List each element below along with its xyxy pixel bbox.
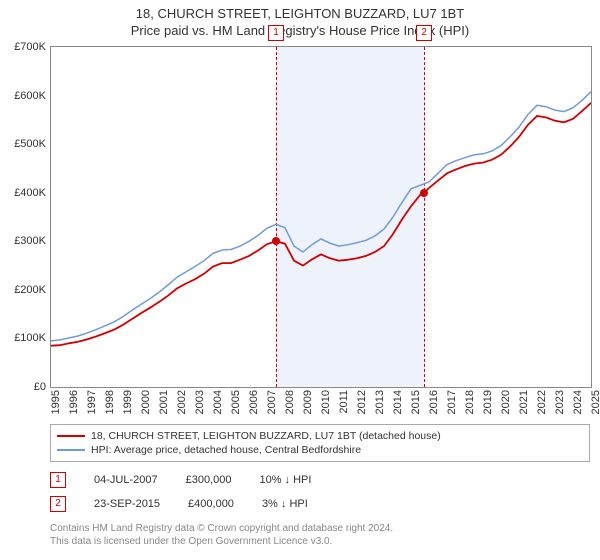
x-axis-label: 2024 <box>572 390 584 414</box>
y-axis-label: £100K <box>14 332 46 344</box>
legend: 18, CHURCH STREET, LEIGHTON BUZZARD, LU7… <box>50 424 590 462</box>
x-axis-label: 2017 <box>446 390 458 414</box>
x-axis-label: 2008 <box>284 390 296 414</box>
x-axis-label: 2025 <box>590 390 600 414</box>
x-axis-label: 2021 <box>518 390 530 414</box>
x-axis-label: 2010 <box>320 390 332 414</box>
legend-label: 18, CHURCH STREET, LEIGHTON BUZZARD, LU7… <box>91 430 441 442</box>
sale-price: £300,000 <box>186 474 232 486</box>
x-axis-label: 2000 <box>140 390 152 414</box>
x-axis-label: 2006 <box>248 390 260 414</box>
sale-marker-dot <box>420 189 428 197</box>
x-axis-label: 2012 <box>356 390 368 414</box>
x-axis-label: 2019 <box>482 390 494 414</box>
x-axis-label: 2023 <box>554 390 566 414</box>
x-axis-label: 1997 <box>86 390 98 414</box>
x-axis-label: 1998 <box>104 390 116 414</box>
legend-row: 18, CHURCH STREET, LEIGHTON BUZZARD, LU7… <box>57 429 583 443</box>
series-line-property_price <box>51 103 591 346</box>
y-axis-label: £400K <box>14 187 46 199</box>
x-axis-label: 2013 <box>374 390 386 414</box>
license-text: Contains HM Land Registry data © Crown c… <box>50 522 590 548</box>
legend-swatch <box>57 435 85 437</box>
sale-row: 1 04-JUL-2007 £300,000 10% ↓ HPI <box>50 468 590 492</box>
page-title: 18, CHURCH STREET, LEIGHTON BUZZARD, LU7… <box>0 6 600 21</box>
sale-marker-icon: 2 <box>416 25 432 41</box>
sale-date: 23-SEP-2015 <box>94 498 160 510</box>
sale-delta: 10% ↓ HPI <box>259 474 311 486</box>
x-axis-label: 2020 <box>500 390 512 414</box>
legend-swatch <box>57 449 85 451</box>
license-line: This data is licensed under the Open Gov… <box>50 536 332 547</box>
price-chart: £0£100K£200K£300K£400K£500K£600K£700K12 <box>50 46 592 388</box>
x-axis-label: 1996 <box>68 390 80 414</box>
sale-date: 04-JUL-2007 <box>94 474 158 486</box>
y-axis-label: £500K <box>14 138 46 150</box>
legend-row: HPI: Average price, detached house, Cent… <box>57 443 583 457</box>
x-axis-label: 1995 <box>50 390 62 414</box>
series-line-hpi <box>51 92 591 341</box>
x-axis-label: 2003 <box>194 390 206 414</box>
sale-marker-icon: 2 <box>50 496 66 512</box>
sale-rows: 1 04-JUL-2007 £300,000 10% ↓ HPI 2 23-SE… <box>50 468 590 516</box>
x-axis-labels: 1995 1996 1997 1998 1999 2000 2001 2002 2003 2004… <box>50 388 590 420</box>
x-axis-label: 2001 <box>158 390 170 414</box>
x-axis-label: 2018 <box>464 390 476 414</box>
y-axis-label: £700K <box>14 41 46 53</box>
sale-marker-icon: 1 <box>268 25 284 41</box>
x-axis-label: 2014 <box>392 390 404 414</box>
x-axis-label: 1999 <box>122 390 134 414</box>
y-axis-label: £300K <box>14 235 46 247</box>
y-axis-label: £0 <box>34 381 46 393</box>
x-axis-label: 2015 <box>410 390 422 414</box>
x-axis-label: 2011 <box>338 390 350 414</box>
x-axis-label: 2016 <box>428 390 440 414</box>
x-axis-label: 2005 <box>230 390 242 414</box>
y-axis-label: £200K <box>14 284 46 296</box>
x-axis-label: 2022 <box>536 390 548 414</box>
x-axis-label: 2009 <box>302 390 314 414</box>
x-axis-label: 2002 <box>176 390 188 414</box>
sale-marker-dot <box>272 237 280 245</box>
sale-marker-icon: 1 <box>50 472 66 488</box>
page-subtitle: Price paid vs. HM Land Registry's House … <box>0 23 600 38</box>
legend-label: HPI: Average price, detached house, Cent… <box>91 444 361 456</box>
sale-row: 2 23-SEP-2015 £400,000 3% ↓ HPI <box>50 492 590 516</box>
x-axis-label: 2007 <box>266 390 278 414</box>
sale-price: £400,000 <box>188 498 234 510</box>
y-axis-label: £600K <box>14 90 46 102</box>
x-axis-label: 2004 <box>212 390 224 414</box>
sale-delta: 3% ↓ HPI <box>262 498 308 510</box>
license-line: Contains HM Land Registry data © Crown c… <box>50 523 393 534</box>
